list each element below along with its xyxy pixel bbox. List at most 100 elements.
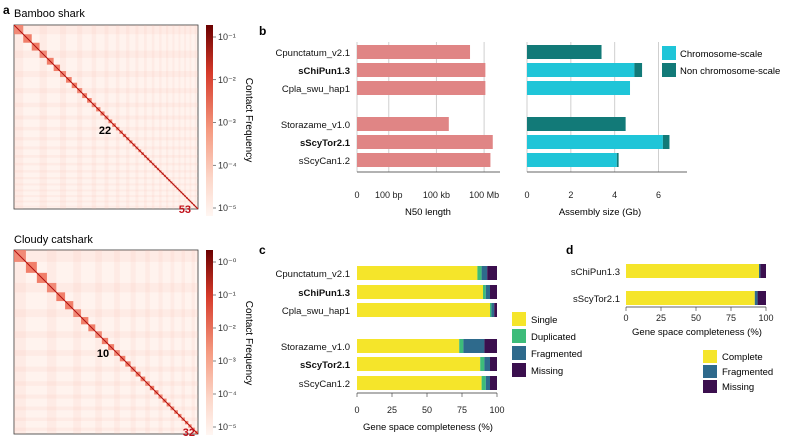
heatmap-stripe — [14, 189, 198, 192]
x-axis-label: Assembly size (Gb) — [559, 207, 641, 218]
heatmap-stripe — [14, 366, 198, 372]
bar-segment — [485, 285, 490, 299]
legend-swatch — [703, 365, 717, 378]
heatmap-stripe — [14, 50, 198, 58]
colorbar-label: Contact Frequency — [243, 78, 254, 163]
heatmap-stripe — [14, 102, 198, 108]
panel-d: sChiPun1.3 sScyTor2.10 25 50 75 100 Gene space… — [571, 264, 774, 393]
bar-segment — [481, 376, 486, 390]
heatmap-stripe — [144, 25, 147, 209]
heatmap-stripe — [14, 394, 198, 399]
colorbar-tick-label: 10⁻⁵ — [218, 203, 237, 213]
bar-segment — [357, 303, 490, 317]
colorbar-tick-label: 10⁻² — [218, 75, 236, 85]
x-tick-label: 50 — [422, 405, 432, 415]
x-tick-label: 25 — [387, 405, 397, 415]
heatmap-stripe — [14, 350, 198, 356]
bar — [357, 117, 449, 131]
heatmap-stripe — [158, 250, 163, 434]
x-tick-label: 2 — [568, 190, 573, 200]
heatmap-stripe — [166, 25, 169, 209]
legend-swatch — [512, 329, 526, 343]
heatmap-stripe — [115, 25, 120, 209]
category-label: sScyTor2.1 — [300, 138, 351, 149]
heatmap-stripe — [91, 25, 97, 209]
colorbar-tick-label: 10⁻³ — [218, 118, 236, 128]
heatmap-stripe — [14, 126, 198, 131]
category-label: sScyCan1.2 — [299, 379, 350, 390]
x-tick-label: 100 — [758, 313, 773, 323]
colorbar-tick-label: 10⁻⁴ — [218, 389, 237, 399]
heatmap-stripe — [14, 155, 198, 158]
colorbar — [206, 250, 213, 435]
bar-segment — [459, 339, 464, 353]
bar-segment — [357, 285, 483, 299]
panel-letter-a: a — [3, 3, 10, 17]
bar-segment — [480, 357, 485, 371]
heatmap-stripe — [178, 25, 181, 209]
panel-b: 0 100 bp 100 kb 100 Mb Cpunctatum_v2.1 sChiPu… — [276, 42, 780, 218]
heatmap-stripe — [14, 170, 198, 173]
colorbar-tick-label: 10⁻² — [218, 323, 236, 333]
legend-swatch — [703, 380, 717, 393]
category-label: sScyTor2.1 — [300, 360, 351, 371]
colorbar-ticks: 10⁻¹ 10⁻² 10⁻³ 10⁻⁴ 10⁻⁵ — [213, 32, 237, 213]
bar-segment — [481, 266, 488, 280]
heatmap-stripe — [14, 177, 198, 180]
heatmap-stripe — [14, 162, 198, 166]
bar-segment — [477, 266, 482, 280]
heatmap-diagonal — [13, 24, 199, 210]
bar — [357, 153, 491, 167]
heatmap-stripe — [14, 331, 198, 338]
heatmap-stripe — [14, 205, 198, 208]
x-tick-label: 100 kb — [423, 190, 450, 200]
heatmap-stripe — [14, 282, 198, 293]
heatmap-title: Bamboo shark — [14, 8, 85, 20]
category-label: Cpunctatum_v2.1 — [276, 48, 350, 59]
panel-c: 0 25 50 75 100 Cpunctatum_v2.1 sChiPun1.3 Cpla_… — [276, 266, 582, 433]
x-tick-label: 0 — [524, 190, 529, 200]
heatmap-stripe — [14, 427, 198, 431]
legend-label: Single — [531, 315, 557, 326]
x-axis-label: N50 length — [405, 207, 451, 218]
legend-label: Duplicated — [531, 332, 576, 343]
heatmap-grid — [13, 24, 199, 210]
bar-segment — [626, 291, 755, 305]
colorbar-label: Contact Frequency — [243, 301, 254, 386]
category-label: Cpla_swu_hap1 — [282, 84, 350, 95]
legend-label: Missing — [722, 382, 754, 393]
bar-segment — [754, 291, 758, 305]
bar-segment — [760, 264, 766, 278]
x-tick-label: 75 — [726, 313, 736, 323]
legend-swatch — [662, 63, 676, 77]
category-label: sChiPun1.3 — [571, 267, 620, 278]
heatmap-center-label: 10 — [97, 348, 109, 360]
heatmap-stripe — [114, 250, 120, 434]
colorbar-tick-label: 10⁻⁴ — [218, 160, 237, 170]
heatmap-stripe — [135, 25, 139, 209]
category-label: sChiPun1.3 — [298, 66, 350, 77]
heatmap-stripe — [130, 250, 136, 434]
heatmap-stripe — [46, 250, 57, 434]
bar-segment — [357, 266, 478, 280]
colorbar — [206, 25, 213, 216]
x-axis-label: Gene space completeness (%) — [363, 422, 493, 433]
bar-segment — [490, 285, 497, 299]
legend-swatch — [512, 312, 526, 326]
heatmap-title: Cloudy catshark — [14, 234, 93, 246]
colorbar-tick-label: 10⁻⁵ — [218, 422, 237, 432]
bar-segment — [357, 357, 481, 371]
heatmap-stripe — [14, 25, 198, 35]
x-tick-label: 100 — [489, 405, 504, 415]
legend-swatch — [703, 350, 717, 363]
heatmap-stripe — [14, 309, 198, 318]
bar-segment — [527, 135, 663, 149]
bar-segment — [463, 339, 485, 353]
heatmap-stripe — [170, 250, 175, 434]
heatmap-stripe — [159, 25, 162, 209]
bar — [357, 81, 486, 95]
legend-label: Missing — [531, 366, 563, 377]
bar-segment — [357, 339, 460, 353]
legend-label: Fragmented — [531, 349, 582, 360]
bar-segment — [487, 266, 497, 280]
